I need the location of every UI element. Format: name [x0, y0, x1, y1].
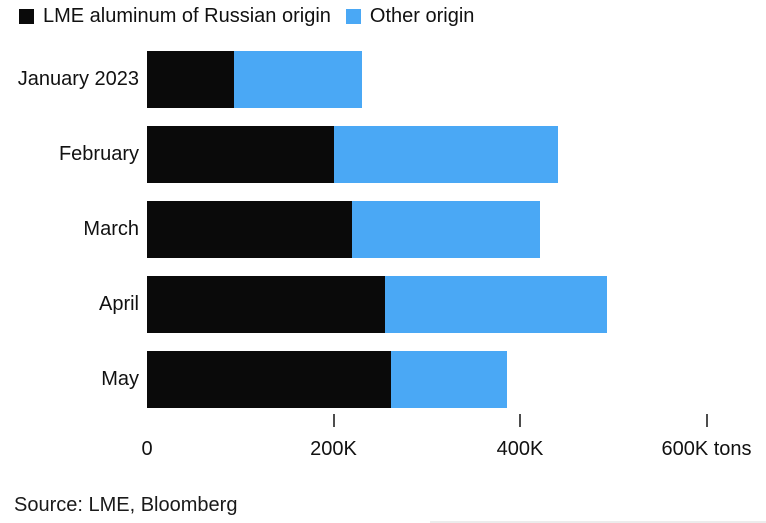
category-label: March — [83, 218, 139, 240]
bar-row: May — [0, 351, 766, 408]
source-attribution: Source: LME, Bloomberg — [14, 494, 238, 516]
bar-row: March — [0, 201, 766, 258]
bar-segment — [147, 276, 385, 333]
legend-item-other-origin: Other origin — [345, 5, 475, 27]
bar-segment — [384, 276, 607, 333]
bar-chart-plot-area: January 2023 February March April May — [0, 51, 766, 408]
axis-tick-mark — [332, 414, 335, 427]
axis-tick-mark — [519, 414, 521, 427]
axis-tick-label: 600K tons — [661, 438, 752, 460]
chart-legend: LME aluminum of Russian origin Other orig… — [19, 5, 474, 27]
bar-row: February — [0, 126, 766, 183]
category-label: May — [101, 368, 139, 390]
bar-segment — [352, 201, 540, 258]
category-label: February — [58, 143, 139, 165]
bottom-edge-line — [430, 521, 766, 523]
axis-tick-label: 400K — [496, 438, 544, 460]
bar-row: January 2023 — [0, 51, 766, 108]
bar-segment — [147, 126, 334, 183]
bar-segment — [147, 51, 234, 108]
legend-label: LME aluminum of Russian origin — [43, 5, 331, 27]
legend-swatch-other-origin — [345, 8, 361, 24]
axis-tick-label: 0 — [141, 438, 153, 460]
legend-label: Other origin — [369, 5, 475, 27]
bar-row: April — [0, 276, 766, 333]
bar-segment — [233, 51, 363, 108]
category-label: April — [98, 293, 139, 315]
bar-segment — [391, 351, 507, 408]
bar-segment — [147, 201, 353, 258]
bar-segment — [147, 351, 392, 408]
axis-tick-label: 200K — [310, 438, 357, 460]
legend-item-russian-origin: LME aluminum of Russian origin — [19, 5, 331, 27]
legend-swatch-russian-origin — [19, 8, 34, 24]
category-label: January 2023 — [17, 68, 139, 90]
bar-segment — [333, 126, 559, 183]
axis-tick-mark — [705, 414, 708, 427]
